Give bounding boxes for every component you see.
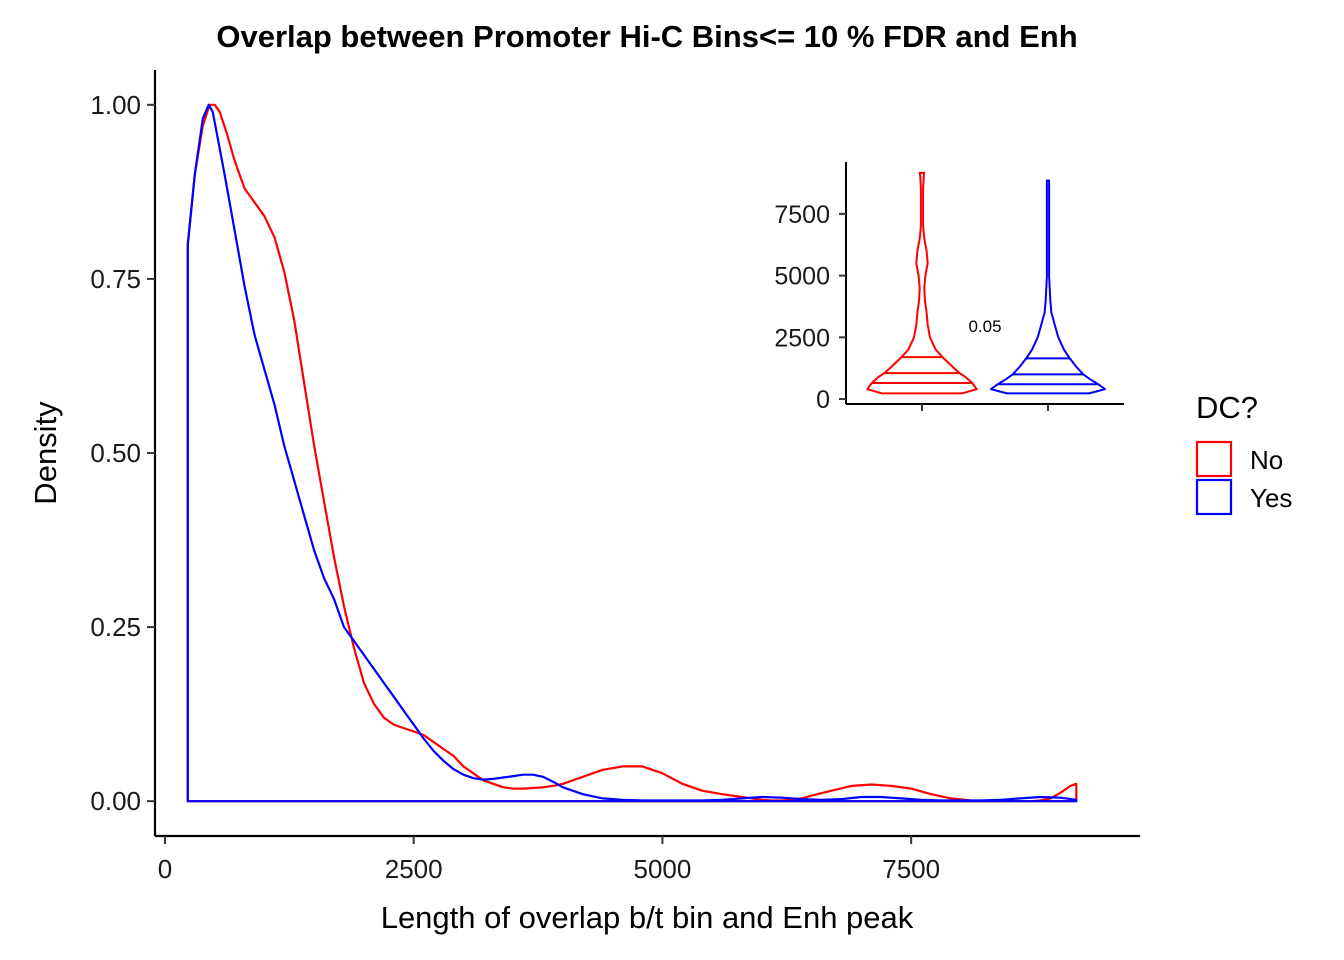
- legend: DC? No Yes: [1195, 390, 1292, 516]
- chart-title: Overlap between Promoter Hi-C Bins<= 10 …: [216, 19, 1077, 54]
- legend-label-no: No: [1250, 445, 1283, 475]
- x-axis-title: Length of overlap b/t bin and Enh peak: [381, 900, 914, 935]
- y-tick-label: 0.00: [90, 786, 141, 816]
- x-tick-label: 5000: [634, 854, 692, 884]
- inset-y-tick-label: 2500: [774, 324, 830, 352]
- y-tick-label: 0.50: [90, 438, 141, 468]
- inset-y-tick-label: 5000: [774, 263, 830, 291]
- y-axis-title: Density: [28, 401, 63, 505]
- violin-yes: [990, 179, 1106, 395]
- inset-y-tick-label: 0: [816, 386, 830, 414]
- x-tick-label: 2500: [385, 854, 443, 884]
- legend-key-yes: [1195, 478, 1233, 516]
- legend-title: DC?: [1196, 390, 1258, 425]
- y-tick-label: 0.25: [90, 612, 141, 642]
- density-line-no: [186, 103, 1078, 803]
- y-tick-label: 0.75: [90, 264, 141, 294]
- density-line-yes: [186, 103, 1078, 803]
- x-tick-label: 7500: [882, 854, 940, 884]
- inset-p-value: 0.05: [968, 317, 1001, 336]
- inset-y-tick-label: 7500: [774, 201, 830, 229]
- y-tick-label: 1.00: [90, 90, 141, 120]
- inset-violin-plot: 0 2500 5000 7500 0.05: [774, 162, 1124, 414]
- x-tick-label: 0: [158, 854, 172, 884]
- main-density-plot: 0 2500 5000 7500 0.00 0.25 0.50 0.75 1.00: [90, 70, 1140, 884]
- legend-key-no: [1195, 440, 1233, 478]
- violin-no: [866, 171, 978, 395]
- legend-label-yes: Yes: [1250, 483, 1292, 513]
